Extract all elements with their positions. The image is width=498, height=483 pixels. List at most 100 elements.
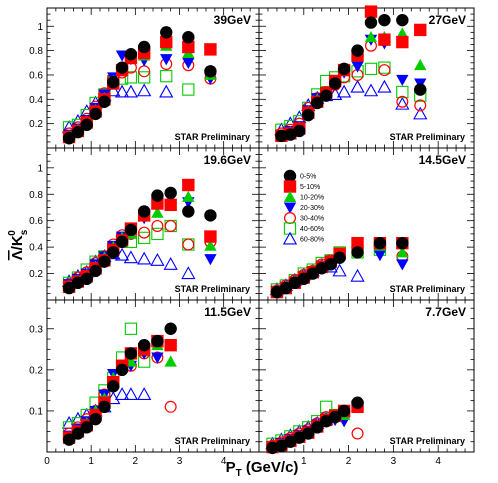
data-point xyxy=(138,226,151,239)
data-point xyxy=(204,230,217,243)
data-point xyxy=(283,222,297,235)
data-point xyxy=(364,62,378,76)
data-point xyxy=(182,83,195,96)
data-point xyxy=(378,13,391,27)
data-point xyxy=(414,59,427,71)
data-point xyxy=(98,400,111,414)
data-point xyxy=(378,33,391,46)
y-tick-label: 0.4 xyxy=(29,243,43,254)
data-point xyxy=(137,40,151,54)
data-point xyxy=(204,254,217,266)
data-point xyxy=(160,54,173,66)
legend: 0-5% 5-10% 10-20% 20-30% 30-40% 40-60% 60-80% xyxy=(282,169,324,245)
data-point xyxy=(396,27,409,39)
data-point xyxy=(89,107,102,121)
y-tick-label: 1 xyxy=(37,163,43,174)
y-tick-label: 0.6 xyxy=(29,216,43,227)
energy-label: 7.7GeV xyxy=(425,305,466,319)
data-point xyxy=(107,380,120,393)
data-point xyxy=(107,76,120,89)
data-point xyxy=(396,74,409,87)
data-point xyxy=(396,259,409,271)
data-point xyxy=(279,281,293,295)
energy-label: 27GeV xyxy=(429,13,466,27)
data-point xyxy=(413,106,428,120)
data-point xyxy=(377,79,392,93)
series-group xyxy=(265,396,364,455)
x-tick-label: 3 xyxy=(391,456,397,467)
data-point xyxy=(283,202,297,214)
data-point xyxy=(282,231,298,245)
data-point xyxy=(350,79,365,93)
data-point xyxy=(164,186,177,200)
data-point xyxy=(62,433,76,446)
data-point xyxy=(107,246,120,259)
preliminary-label: STAR Preliminary xyxy=(390,436,465,446)
data-point xyxy=(159,84,174,98)
data-point xyxy=(98,255,111,268)
data-point xyxy=(182,178,195,192)
preliminary-label: STAR Preliminary xyxy=(175,436,250,446)
legend-label: 0-5% xyxy=(300,174,316,181)
data-point xyxy=(283,169,297,183)
data-point xyxy=(182,57,195,69)
data-point xyxy=(302,108,315,122)
y-tick-label: 0.6 xyxy=(29,70,43,81)
data-point xyxy=(351,396,364,409)
data-point xyxy=(123,387,139,400)
data-point xyxy=(204,43,217,56)
data-point xyxy=(124,347,138,360)
data-point xyxy=(124,322,138,335)
y-tick-label: 0.4 xyxy=(29,95,43,106)
legend-label: 20-30% xyxy=(300,205,324,212)
data-point xyxy=(151,352,164,364)
data-point xyxy=(302,427,315,440)
panel-7p7gev: 7.7GeV STAR Preliminary xyxy=(258,299,475,455)
data-point xyxy=(284,212,297,225)
data-point xyxy=(311,96,324,110)
data-point xyxy=(80,118,93,132)
x-tick-label: 3 xyxy=(177,456,183,467)
data-point xyxy=(138,71,151,84)
data-point xyxy=(137,387,152,400)
data-point xyxy=(332,263,347,277)
preliminary-label: STAR Preliminary xyxy=(175,132,250,142)
data-point xyxy=(150,253,165,266)
data-point xyxy=(373,250,387,262)
data-point xyxy=(396,95,409,108)
panel-19p6gev: 0.2 0.4 0.6 0.8 1 19.6GeV STAR Preliminary xyxy=(29,147,260,301)
data-point xyxy=(137,338,151,352)
x-tick-label: 2 xyxy=(133,456,139,467)
data-point xyxy=(311,421,324,434)
data-point xyxy=(319,89,333,102)
data-point xyxy=(114,84,130,98)
data-point xyxy=(164,355,177,367)
data-point xyxy=(320,400,333,413)
y-axis-title: Λ/Ks0 xyxy=(7,229,30,260)
data-point xyxy=(182,190,195,202)
data-point xyxy=(364,16,378,29)
data-point xyxy=(151,219,164,232)
data-point xyxy=(336,84,352,98)
data-point xyxy=(160,26,173,39)
y-tick-label: 0.2 xyxy=(29,119,43,130)
data-point xyxy=(351,236,364,250)
data-point xyxy=(115,235,129,249)
data-point xyxy=(137,251,152,265)
legend-label: 60-80% xyxy=(300,237,324,244)
data-point xyxy=(71,125,85,139)
data-point xyxy=(395,96,410,110)
data-point xyxy=(306,267,319,280)
data-point xyxy=(164,338,177,352)
data-point xyxy=(350,268,365,282)
data-point xyxy=(123,84,139,98)
x-tick-label: 4 xyxy=(435,456,441,467)
data-point xyxy=(351,427,364,440)
data-point xyxy=(328,410,342,424)
energy-label: 11.5GeV xyxy=(204,305,251,319)
preliminary-label: STAR Preliminary xyxy=(390,284,465,294)
data-point xyxy=(337,404,351,418)
data-point xyxy=(333,251,346,264)
data-point xyxy=(164,400,177,413)
